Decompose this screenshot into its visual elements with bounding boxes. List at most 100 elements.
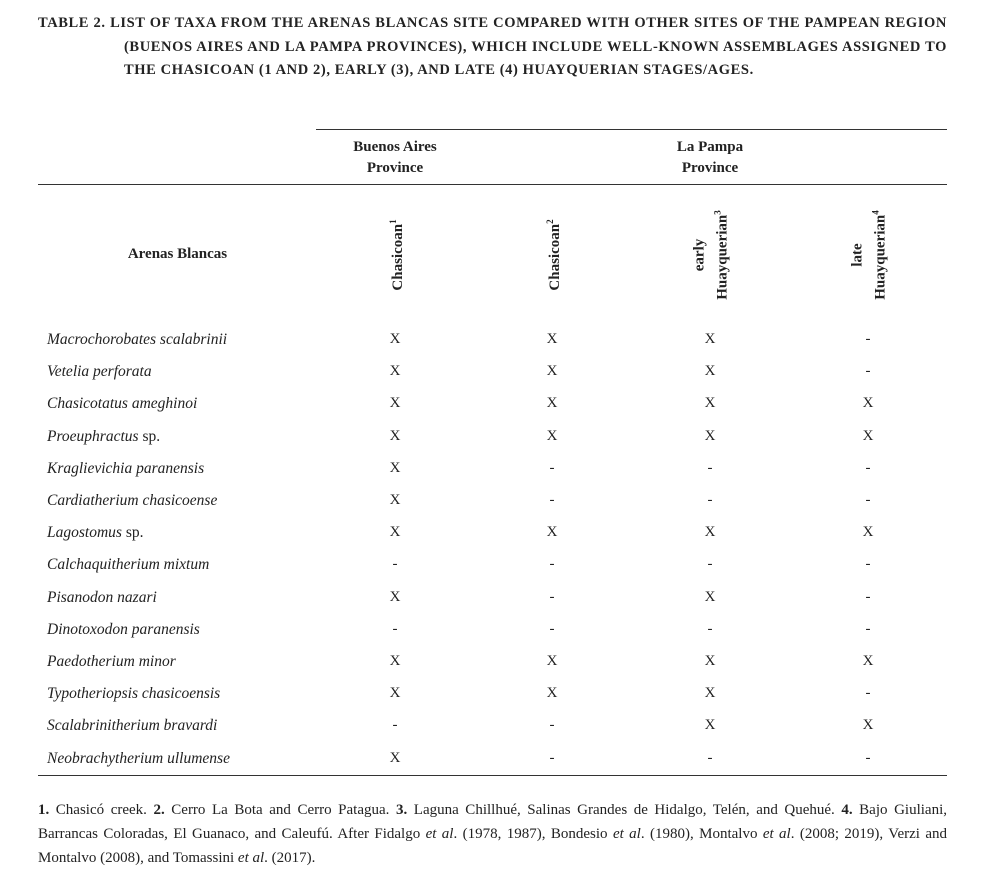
footnote-text: Cerro La Bota and Cerro Patagua. (164, 802, 396, 818)
column-header: Chasicoan1 (375, 200, 415, 310)
cell: - (865, 459, 871, 476)
cell: - (865, 556, 871, 573)
cell: - (707, 459, 713, 476)
footnote-text: . (1978, 1987), Bondesio (453, 826, 613, 842)
group-header: Buenos Aires Province (353, 139, 437, 176)
cell: X (704, 427, 716, 444)
cell: X (389, 588, 401, 605)
column-footnote-ref: 1 (387, 219, 398, 224)
column-footnote-ref: 2 (544, 219, 555, 224)
cell: X (704, 717, 716, 734)
cell: X (546, 653, 558, 669)
cell: - (865, 492, 871, 508)
cell: - (549, 588, 555, 605)
footnote-text: Chasicó creek. (49, 802, 154, 818)
footnote-text: . (2017). (264, 850, 316, 866)
column-header: early Huayquerian3 (690, 208, 730, 303)
taxon-name: Lagostomus (47, 524, 122, 542)
cell: X (862, 717, 874, 734)
cell: - (865, 588, 871, 605)
taxon: Calchaquitherium mixtum (47, 556, 209, 574)
taxon-name: Chasicotatus ameghinoi (47, 395, 198, 413)
column-name: Chasicoan1 (387, 219, 406, 291)
cell: - (392, 556, 398, 573)
column-name: early Huayquerian3 (690, 210, 730, 300)
footnote-text: et al (762, 826, 791, 842)
cell: X (704, 685, 716, 702)
cell: - (865, 331, 871, 347)
caption-text: LIST OF TAXA FROM THE ARENAS BLANCAS SIT… (110, 15, 947, 78)
row-header: Arenas Blancas (127, 246, 228, 262)
taxon: Kraglievichia paranensis (47, 460, 204, 478)
taxon-name: Dinotoxodon paranensis (47, 620, 200, 638)
footnote-text: et al (425, 826, 454, 842)
cell: X (546, 427, 558, 444)
taxon-name: Kraglievichia paranensis (47, 459, 205, 477)
cell: X (546, 685, 558, 702)
cell: X (389, 685, 401, 702)
cell: - (707, 620, 713, 637)
caption-label: TABLE 2. (38, 15, 106, 31)
footnote-text: . (1980), Montalvo (640, 826, 763, 842)
cell: X (704, 331, 716, 347)
taxon: Chasicotatus ameghinoi (47, 395, 197, 413)
taxon-name: Vetelia perforata (47, 363, 152, 381)
cell: X (862, 427, 874, 444)
cell: X (862, 524, 874, 541)
cell: - (549, 749, 555, 766)
cell: X (389, 395, 401, 412)
taxon: Cardiatherium chasicoense (47, 492, 217, 510)
taxon-name: Paedotherium minor (47, 653, 176, 670)
cell: X (389, 459, 401, 476)
taxon: Lagostomus sp. (47, 524, 143, 542)
cell: X (389, 749, 401, 766)
cell: X (389, 331, 401, 347)
taxon-name: Pisanodon nazari (47, 588, 157, 606)
cell: - (549, 492, 555, 508)
footnote-text: Bajo Giuliani, Barrancas Coloradas, El G… (38, 802, 947, 842)
cell: X (389, 653, 401, 669)
footnote-text: et al (612, 826, 641, 842)
footnote: 1. Chasicó creek. 2. Cerro La Bota and C… (38, 798, 947, 870)
cell: - (865, 749, 871, 766)
footnote-text: 1. (38, 802, 50, 818)
taxon: Paedotherium minor (47, 653, 176, 671)
taxon: Typotheriopsis chasicoensis (47, 685, 220, 703)
taxon-name: Proeuphractus (47, 427, 139, 445)
cell: - (707, 492, 713, 508)
taxon-qualifier: sp. (142, 427, 161, 445)
taxon: Scalabrinitherium bravardi (47, 717, 217, 735)
cell: X (546, 363, 558, 380)
taxon: Neobrachytherium ullumense (47, 750, 230, 768)
taxon-name: Macrochorobates scalabrinii (47, 331, 228, 348)
taxon: Vetelia perforata (47, 363, 152, 381)
cell: - (865, 363, 871, 380)
cell: X (389, 492, 401, 508)
taxon-name: Typotheriopsis chasicoensis (47, 685, 221, 703)
cell: - (392, 717, 398, 734)
column-header: Chasicoan2 (532, 200, 572, 310)
footnote-text: 4. (841, 802, 853, 818)
cell: - (549, 556, 555, 573)
table-caption: TABLE 2. LIST OF TAXA FROM THE ARENAS BL… (38, 12, 947, 83)
cell: X (704, 524, 716, 541)
taxon: Dinotoxodon paranensis (47, 621, 200, 639)
cell: - (865, 685, 871, 702)
cell: X (704, 395, 716, 412)
footnote-text: 2. (153, 802, 165, 818)
cell: X (389, 363, 401, 380)
taxon-name: Cardiatherium chasicoense (47, 492, 218, 509)
taxon-qualifier: sp. (125, 524, 144, 542)
column-header: late Huayquerian4 (848, 208, 888, 303)
cell: X (546, 395, 558, 412)
cell: - (392, 620, 398, 637)
group-header: La Pampa Province (676, 139, 744, 176)
footnote-text: 3. (395, 802, 408, 818)
cell: X (389, 524, 401, 541)
rule (38, 184, 947, 185)
rule (38, 775, 947, 776)
cell: X (546, 331, 558, 347)
column-name: Chasicoan2 (544, 219, 563, 291)
cell: X (704, 363, 716, 380)
